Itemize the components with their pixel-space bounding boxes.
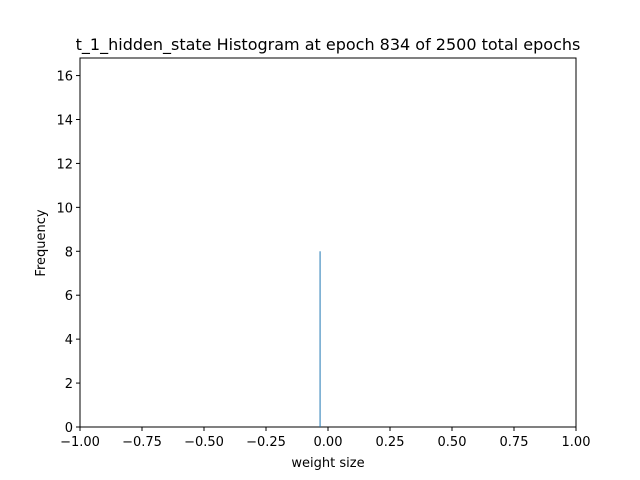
x-tick-label: 0.00 <box>314 435 343 450</box>
x-tick-label: 0.75 <box>500 435 529 450</box>
x-tick-label: −0.50 <box>184 435 224 450</box>
x-tick-label: −1.00 <box>60 435 100 450</box>
y-tick-label: 6 <box>65 289 73 304</box>
y-axis: 0 2 4 6 8 10 12 14 16 <box>56 70 80 436</box>
chart-title: t_1_hidden_state Histogram at epoch 834 … <box>76 35 581 55</box>
x-tick-label: −0.25 <box>246 435 286 450</box>
histogram-bars <box>319 251 321 427</box>
y-tick-label: 14 <box>56 114 73 129</box>
y-tick-label: 10 <box>56 201 73 216</box>
histogram-bar-0 <box>319 251 321 427</box>
y-tick-label: 8 <box>65 245 73 260</box>
y-axis-label: Frequency <box>34 209 49 276</box>
x-axis: −1.00 −0.75 −0.50 −0.25 0.00 0.25 0.50 0.75 1.00 <box>60 427 590 450</box>
y-tick-label: 12 <box>56 157 73 172</box>
y-tick-label: 0 <box>65 421 73 436</box>
x-tick-label: 0.50 <box>438 435 467 450</box>
x-tick-label: 0.25 <box>376 435 405 450</box>
y-tick-label: 2 <box>65 377 73 392</box>
x-tick-label: −0.75 <box>122 435 162 450</box>
y-tick-label: 4 <box>65 333 73 348</box>
x-axis-label: weight size <box>291 456 364 471</box>
y-tick-label: 16 <box>56 70 73 85</box>
x-tick-label: 1.00 <box>562 435 591 450</box>
